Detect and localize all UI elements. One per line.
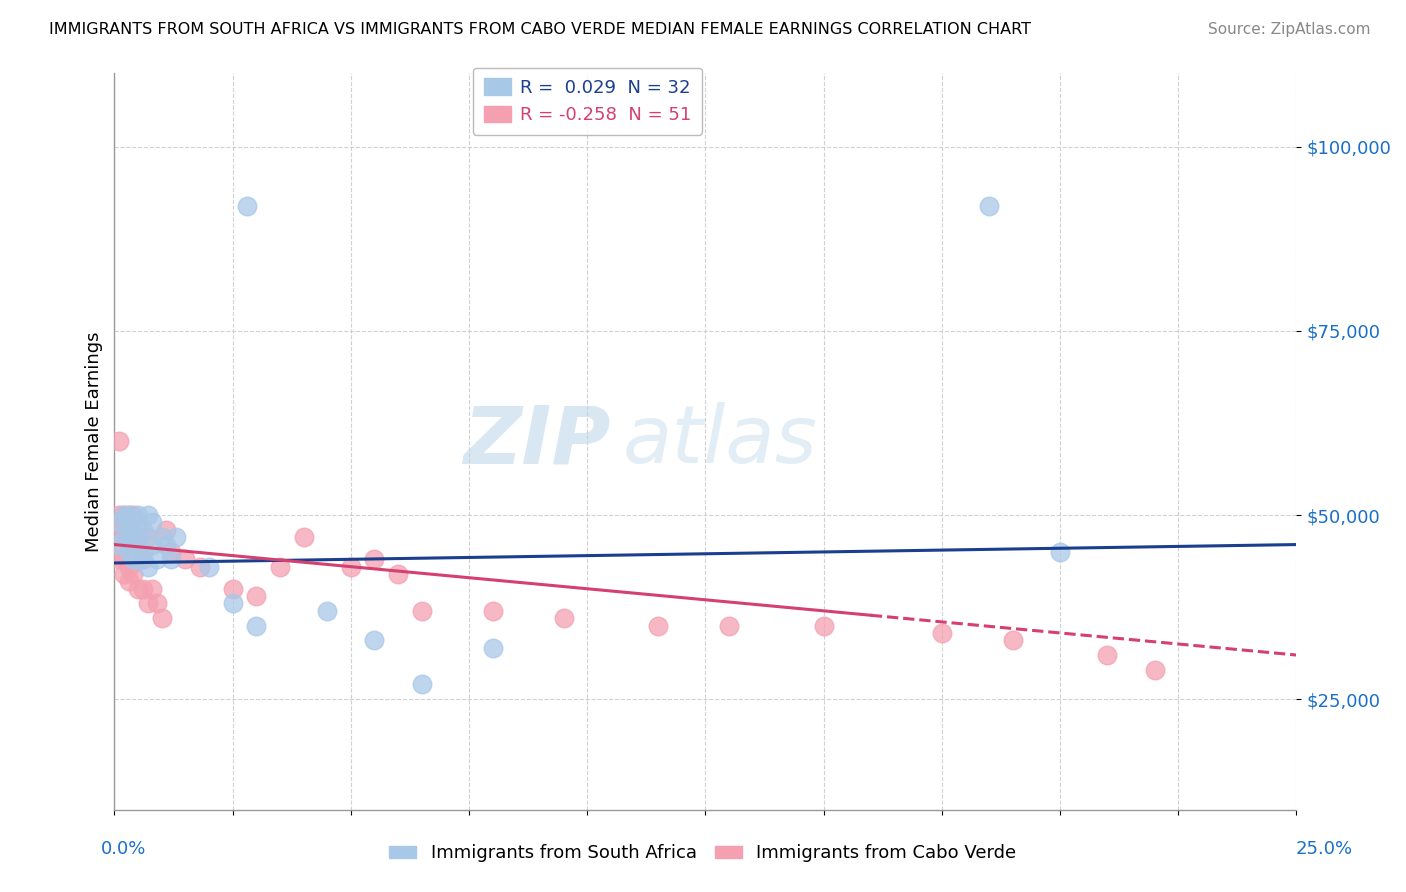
Point: [112, 508, 135, 522]
Point: [1097, 648, 1119, 662]
Point: [269, 559, 291, 574]
Point: [141, 538, 163, 552]
Point: [150, 611, 173, 625]
Point: [647, 618, 669, 632]
Text: ZIP: ZIP: [464, 402, 610, 481]
Point: [245, 589, 267, 603]
Point: [481, 604, 503, 618]
Point: [141, 516, 163, 530]
Point: [127, 582, 149, 596]
Point: [112, 530, 135, 544]
Point: [1049, 545, 1071, 559]
Point: [108, 538, 131, 552]
Point: [363, 552, 385, 566]
Point: [112, 552, 135, 566]
Point: [122, 545, 145, 559]
Point: [132, 545, 155, 559]
Point: [236, 199, 259, 213]
Point: [132, 523, 155, 537]
Text: atlas: atlas: [623, 402, 817, 481]
Point: [112, 523, 135, 537]
Point: [127, 516, 149, 530]
Point: [165, 530, 187, 544]
Point: [108, 523, 131, 537]
Point: [108, 434, 131, 449]
Point: [553, 611, 575, 625]
Point: [117, 523, 139, 537]
Point: [188, 559, 211, 574]
Point: [108, 552, 131, 566]
Point: [127, 552, 149, 566]
Point: [363, 633, 385, 648]
Point: [931, 626, 953, 640]
Point: [122, 567, 145, 582]
Point: [174, 552, 197, 566]
Point: [127, 530, 149, 544]
Point: [387, 567, 409, 582]
Point: [136, 530, 159, 544]
Point: [136, 508, 159, 522]
Point: [122, 516, 145, 530]
Point: [141, 582, 163, 596]
Point: [122, 530, 145, 544]
Point: [977, 199, 1000, 213]
Point: [411, 677, 433, 691]
Point: [108, 516, 131, 530]
Point: [292, 530, 315, 544]
Y-axis label: Median Female Earnings: Median Female Earnings: [86, 331, 103, 552]
Point: [117, 574, 139, 589]
Point: [132, 552, 155, 566]
Point: [122, 530, 145, 544]
Point: [155, 538, 177, 552]
Point: [136, 597, 159, 611]
Point: [481, 640, 503, 655]
Text: 0.0%: 0.0%: [101, 840, 146, 858]
Point: [146, 597, 169, 611]
Point: [198, 559, 221, 574]
Point: [108, 508, 131, 522]
Point: [122, 508, 145, 522]
Point: [160, 552, 183, 566]
Point: [112, 530, 135, 544]
Point: [221, 582, 243, 596]
Point: [146, 552, 169, 566]
Point: [127, 508, 149, 522]
Text: IMMIGRANTS FROM SOUTH AFRICA VS IMMIGRANTS FROM CABO VERDE MEDIAN FEMALE EARNING: IMMIGRANTS FROM SOUTH AFRICA VS IMMIGRAN…: [49, 22, 1031, 37]
Text: 25.0%: 25.0%: [1295, 840, 1353, 858]
Point: [245, 618, 267, 632]
Point: [813, 618, 835, 632]
Point: [122, 552, 145, 566]
Point: [1143, 663, 1166, 677]
Point: [117, 545, 139, 559]
Point: [127, 552, 149, 566]
Point: [117, 508, 139, 522]
Point: [117, 523, 139, 537]
Point: [132, 582, 155, 596]
Point: [150, 530, 173, 544]
Legend: R =  0.029  N = 32, R = -0.258  N = 51: R = 0.029 N = 32, R = -0.258 N = 51: [472, 68, 702, 135]
Point: [160, 545, 183, 559]
Point: [117, 538, 139, 552]
Text: Source: ZipAtlas.com: Source: ZipAtlas.com: [1208, 22, 1371, 37]
Point: [316, 604, 339, 618]
Point: [221, 597, 243, 611]
Point: [411, 604, 433, 618]
Point: [340, 559, 363, 574]
Point: [112, 508, 135, 522]
Point: [155, 523, 177, 537]
Point: [1001, 633, 1024, 648]
Point: [136, 559, 159, 574]
Point: [112, 567, 135, 582]
Point: [117, 559, 139, 574]
Point: [108, 538, 131, 552]
Legend: Immigrants from South Africa, Immigrants from Cabo Verde: Immigrants from South Africa, Immigrants…: [382, 838, 1024, 870]
Point: [117, 508, 139, 522]
Point: [127, 538, 149, 552]
Point: [718, 618, 741, 632]
